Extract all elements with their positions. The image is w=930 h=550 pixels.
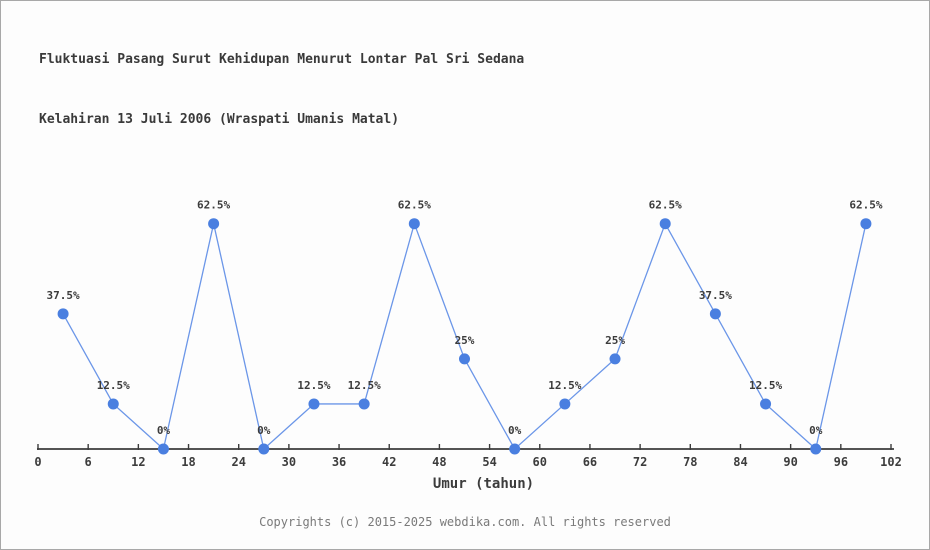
chart-title: Fluktuasi Pasang Surut Kehidupan Menurut… xyxy=(39,10,524,170)
data-point-marker xyxy=(659,218,671,230)
data-point-label: 62.5% xyxy=(197,199,230,212)
data-point-marker xyxy=(459,353,470,365)
x-tick-label: 30 xyxy=(282,455,296,469)
data-point-marker xyxy=(358,398,370,410)
data-point-label: 25% xyxy=(455,334,475,347)
data-point-label: 12.5% xyxy=(548,379,581,392)
data-point-label: 12.5% xyxy=(297,379,330,392)
data-point-marker xyxy=(559,398,571,410)
x-tick-label: 18 xyxy=(181,455,195,469)
data-point-label: 25% xyxy=(605,334,625,347)
x-tick-label: 90 xyxy=(783,455,797,469)
data-point-marker xyxy=(208,218,220,230)
x-tick-label: 66 xyxy=(583,455,597,469)
data-point-label: 0% xyxy=(157,424,171,437)
line-chart: 0 6 12 18 24 30 36 42 48 54 60 66 72 78 84 90 96 102 37.5%… xyxy=(34,199,902,469)
x-tick-label: 54 xyxy=(482,455,496,469)
x-tick-label: 72 xyxy=(633,455,647,469)
data-point-label: 0% xyxy=(809,424,823,437)
x-tick-label: 78 xyxy=(683,455,697,469)
data-point-marker xyxy=(308,398,320,410)
x-tick-label: 24 xyxy=(231,455,245,469)
data-point-marker xyxy=(408,218,420,230)
data-point-label: 12.5% xyxy=(749,379,782,392)
x-tick-label: 6 xyxy=(85,455,92,469)
data-point-label: 0% xyxy=(257,424,271,437)
data-point-label: 37.5% xyxy=(47,289,80,302)
chart-title-line1: Fluktuasi Pasang Surut Kehidupan Menurut… xyxy=(39,52,525,67)
x-tick-label: 36 xyxy=(332,455,346,469)
data-point-label: 12.5% xyxy=(97,379,130,392)
copyright-text: Copyrights (c) 2015-2025 webdika.com. Al… xyxy=(259,515,671,529)
data-point-marker xyxy=(709,308,721,320)
data-point-marker xyxy=(760,398,772,410)
x-tick-label: 42 xyxy=(382,455,396,469)
x-tick-label: 0 xyxy=(34,455,41,469)
data-point-label: 62.5% xyxy=(649,199,682,212)
data-point-marker xyxy=(107,398,119,410)
data-point-label: 37.5% xyxy=(699,289,732,302)
data-point-label: 12.5% xyxy=(348,379,381,392)
chart-title-line2: Kelahiran 13 Juli 2006 (Wraspati Umanis … xyxy=(39,112,400,127)
data-point-marker xyxy=(509,443,521,455)
data-point-marker xyxy=(860,218,872,230)
data-point-marker xyxy=(609,353,621,365)
data-point-marker xyxy=(810,443,822,455)
x-tick-label: 84 xyxy=(733,455,747,469)
x-tick-label: 102 xyxy=(880,455,902,469)
x-tick-label: 48 xyxy=(432,455,446,469)
data-point-label: 0% xyxy=(508,424,522,437)
data-point-label: 62.5% xyxy=(849,199,882,212)
x-tick-label: 96 xyxy=(834,455,848,469)
x-tick-label: 12 xyxy=(131,455,145,469)
x-tick-label: 60 xyxy=(533,455,547,469)
data-point-marker xyxy=(57,308,69,320)
data-point-label: 62.5% xyxy=(398,199,431,212)
data-point-marker xyxy=(157,443,169,455)
data-point-marker xyxy=(258,443,270,455)
x-axis-title: Umur (tahun) xyxy=(432,476,535,492)
